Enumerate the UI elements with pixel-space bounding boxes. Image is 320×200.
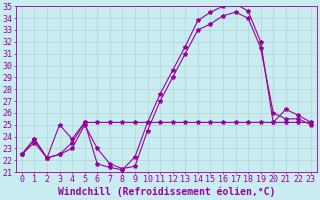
X-axis label: Windchill (Refroidissement éolien,°C): Windchill (Refroidissement éolien,°C)	[58, 187, 275, 197]
